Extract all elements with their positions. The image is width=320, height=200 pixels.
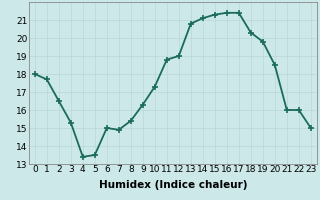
X-axis label: Humidex (Indice chaleur): Humidex (Indice chaleur): [99, 180, 247, 190]
